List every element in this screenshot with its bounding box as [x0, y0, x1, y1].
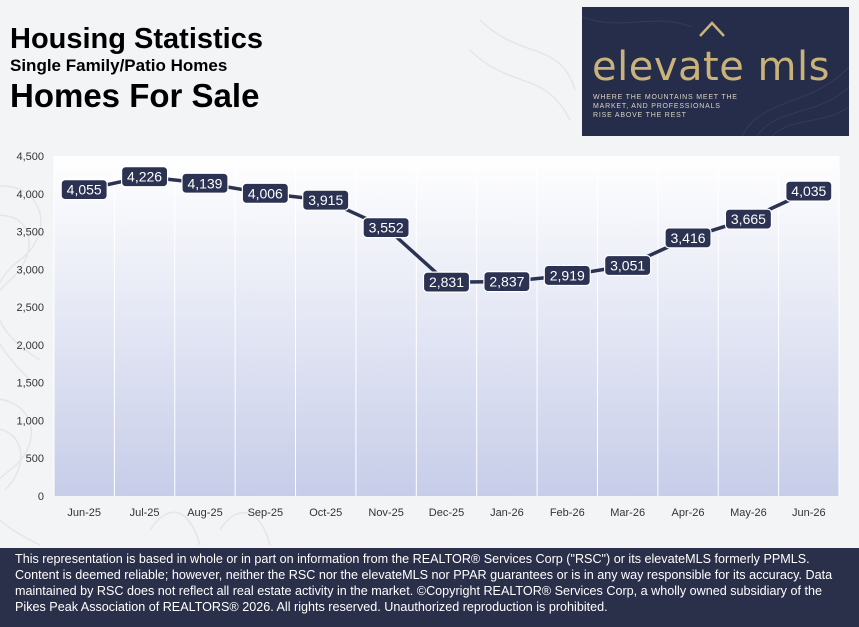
x-tick-label: Jul-25 — [130, 507, 160, 519]
disclaimer-footer: This representation is based in whole or… — [0, 548, 859, 627]
data-label-text: 3,665 — [731, 211, 766, 227]
x-tick-label: May-26 — [730, 507, 767, 519]
data-label: 2,831 — [422, 271, 471, 293]
data-label-text: 4,139 — [187, 175, 222, 191]
x-tick-label: Feb-26 — [550, 507, 585, 519]
x-tick-label: Oct-25 — [309, 507, 342, 519]
y-tick-label: 2,000 — [16, 340, 44, 352]
data-label-box — [181, 172, 229, 194]
data-label-box — [241, 182, 289, 204]
data-label-box — [422, 271, 471, 293]
elevatemls-logo: elevate mls WHERE THE MOUNTAINS MEET THE… — [582, 7, 849, 136]
data-label-text: 3,051 — [610, 257, 645, 273]
y-tick-label: 500 — [26, 453, 44, 465]
y-tick-label: 0 — [38, 491, 44, 503]
data-labels: 4,055 4,226 4,139 4,006 3,915 3,552 2,831 2,837… — [60, 166, 833, 293]
data-label: 3,416 — [664, 227, 712, 249]
logo-contours — [582, 16, 849, 136]
logo-wordmark: elevate mls — [592, 44, 830, 90]
data-label-box — [302, 189, 350, 211]
x-tick-label: Jan-26 — [490, 507, 524, 519]
data-label-text: 4,035 — [791, 183, 826, 199]
data-label-box — [604, 254, 652, 277]
chart-heading: Homes For Sale — [10, 77, 260, 114]
y-tick-label: 4,500 — [16, 151, 44, 163]
mountain-peak-icon — [699, 21, 725, 37]
page-title: Housing Statistics — [10, 23, 263, 55]
data-label: 3,665 — [724, 208, 773, 230]
x-tick-label: Mar-26 — [610, 507, 645, 519]
data-label: 2,919 — [543, 264, 591, 287]
data-label-text: 2,837 — [489, 274, 524, 290]
x-axis: Jun-25 Jul-25 Aug-25 Sep-25 Oct-25 Nov-25 Dec-… — [67, 507, 825, 519]
disclaimer-text: This representation is based in whole or… — [15, 552, 833, 614]
data-label: 3,051 — [604, 254, 652, 277]
y-tick-label: 3,000 — [16, 264, 44, 276]
data-label-text: 4,006 — [248, 185, 283, 201]
data-label-text: 2,831 — [429, 274, 464, 290]
data-label-box — [120, 166, 169, 188]
data-label-box — [543, 264, 591, 287]
grid-lines — [53, 156, 840, 496]
y-tick-label: 3,500 — [16, 227, 44, 239]
y-tick-label: 2,500 — [16, 302, 44, 314]
x-tick-label: Aug-25 — [187, 507, 222, 519]
logo-tagline: WHERE THE MOUNTAINS MEET THE MARKET, AND… — [593, 94, 738, 119]
data-label-box — [483, 271, 531, 293]
data-label: 4,006 — [241, 182, 289, 204]
plot-area — [54, 156, 839, 496]
y-tick-label: 1,000 — [16, 415, 44, 427]
data-label: 4,035 — [785, 180, 833, 202]
x-tick-label: Nov-25 — [368, 507, 403, 519]
y-tick-label: 1,500 — [16, 378, 44, 390]
data-label-box — [785, 180, 833, 202]
data-label: 4,139 — [181, 172, 229, 194]
homes-for-sale-chart: 0 500 1,000 1,500 2,000 2,500 3,000 3,500 4,000 4… — [16, 151, 840, 519]
y-tick-label: 4,000 — [16, 189, 44, 201]
x-tick-label: Sep-25 — [248, 507, 283, 519]
data-label-text: 4,055 — [67, 182, 102, 198]
x-tick-label: Apr-26 — [672, 507, 705, 519]
x-tick-label: Dec-25 — [429, 507, 464, 519]
data-label: 4,055 — [60, 179, 108, 201]
data-label-text: 3,416 — [671, 230, 706, 246]
data-label-text: 4,226 — [127, 169, 162, 185]
x-tick-label: Jun-26 — [792, 507, 826, 519]
data-label-box — [664, 227, 712, 249]
data-label-box — [724, 208, 773, 230]
data-label-box — [362, 217, 410, 239]
y-axis: 0 500 1,000 1,500 2,000 2,500 3,000 3,500 4,000 4… — [16, 151, 44, 503]
data-label-text: 3,552 — [369, 220, 404, 236]
data-label: 2,837 — [483, 271, 531, 293]
data-label-text: 2,919 — [550, 267, 585, 283]
x-tick-label: Jun-25 — [67, 507, 101, 519]
data-label-box — [60, 179, 108, 201]
page-subtitle: Single Family/Patio Homes — [10, 56, 228, 75]
data-label: 3,915 — [302, 189, 350, 211]
data-label-text: 3,915 — [308, 192, 343, 208]
data-label: 4,226 — [120, 166, 169, 188]
data-label: 3,552 — [362, 217, 410, 239]
title-block: Housing Statistics Single Family/Patio H… — [10, 22, 263, 114]
